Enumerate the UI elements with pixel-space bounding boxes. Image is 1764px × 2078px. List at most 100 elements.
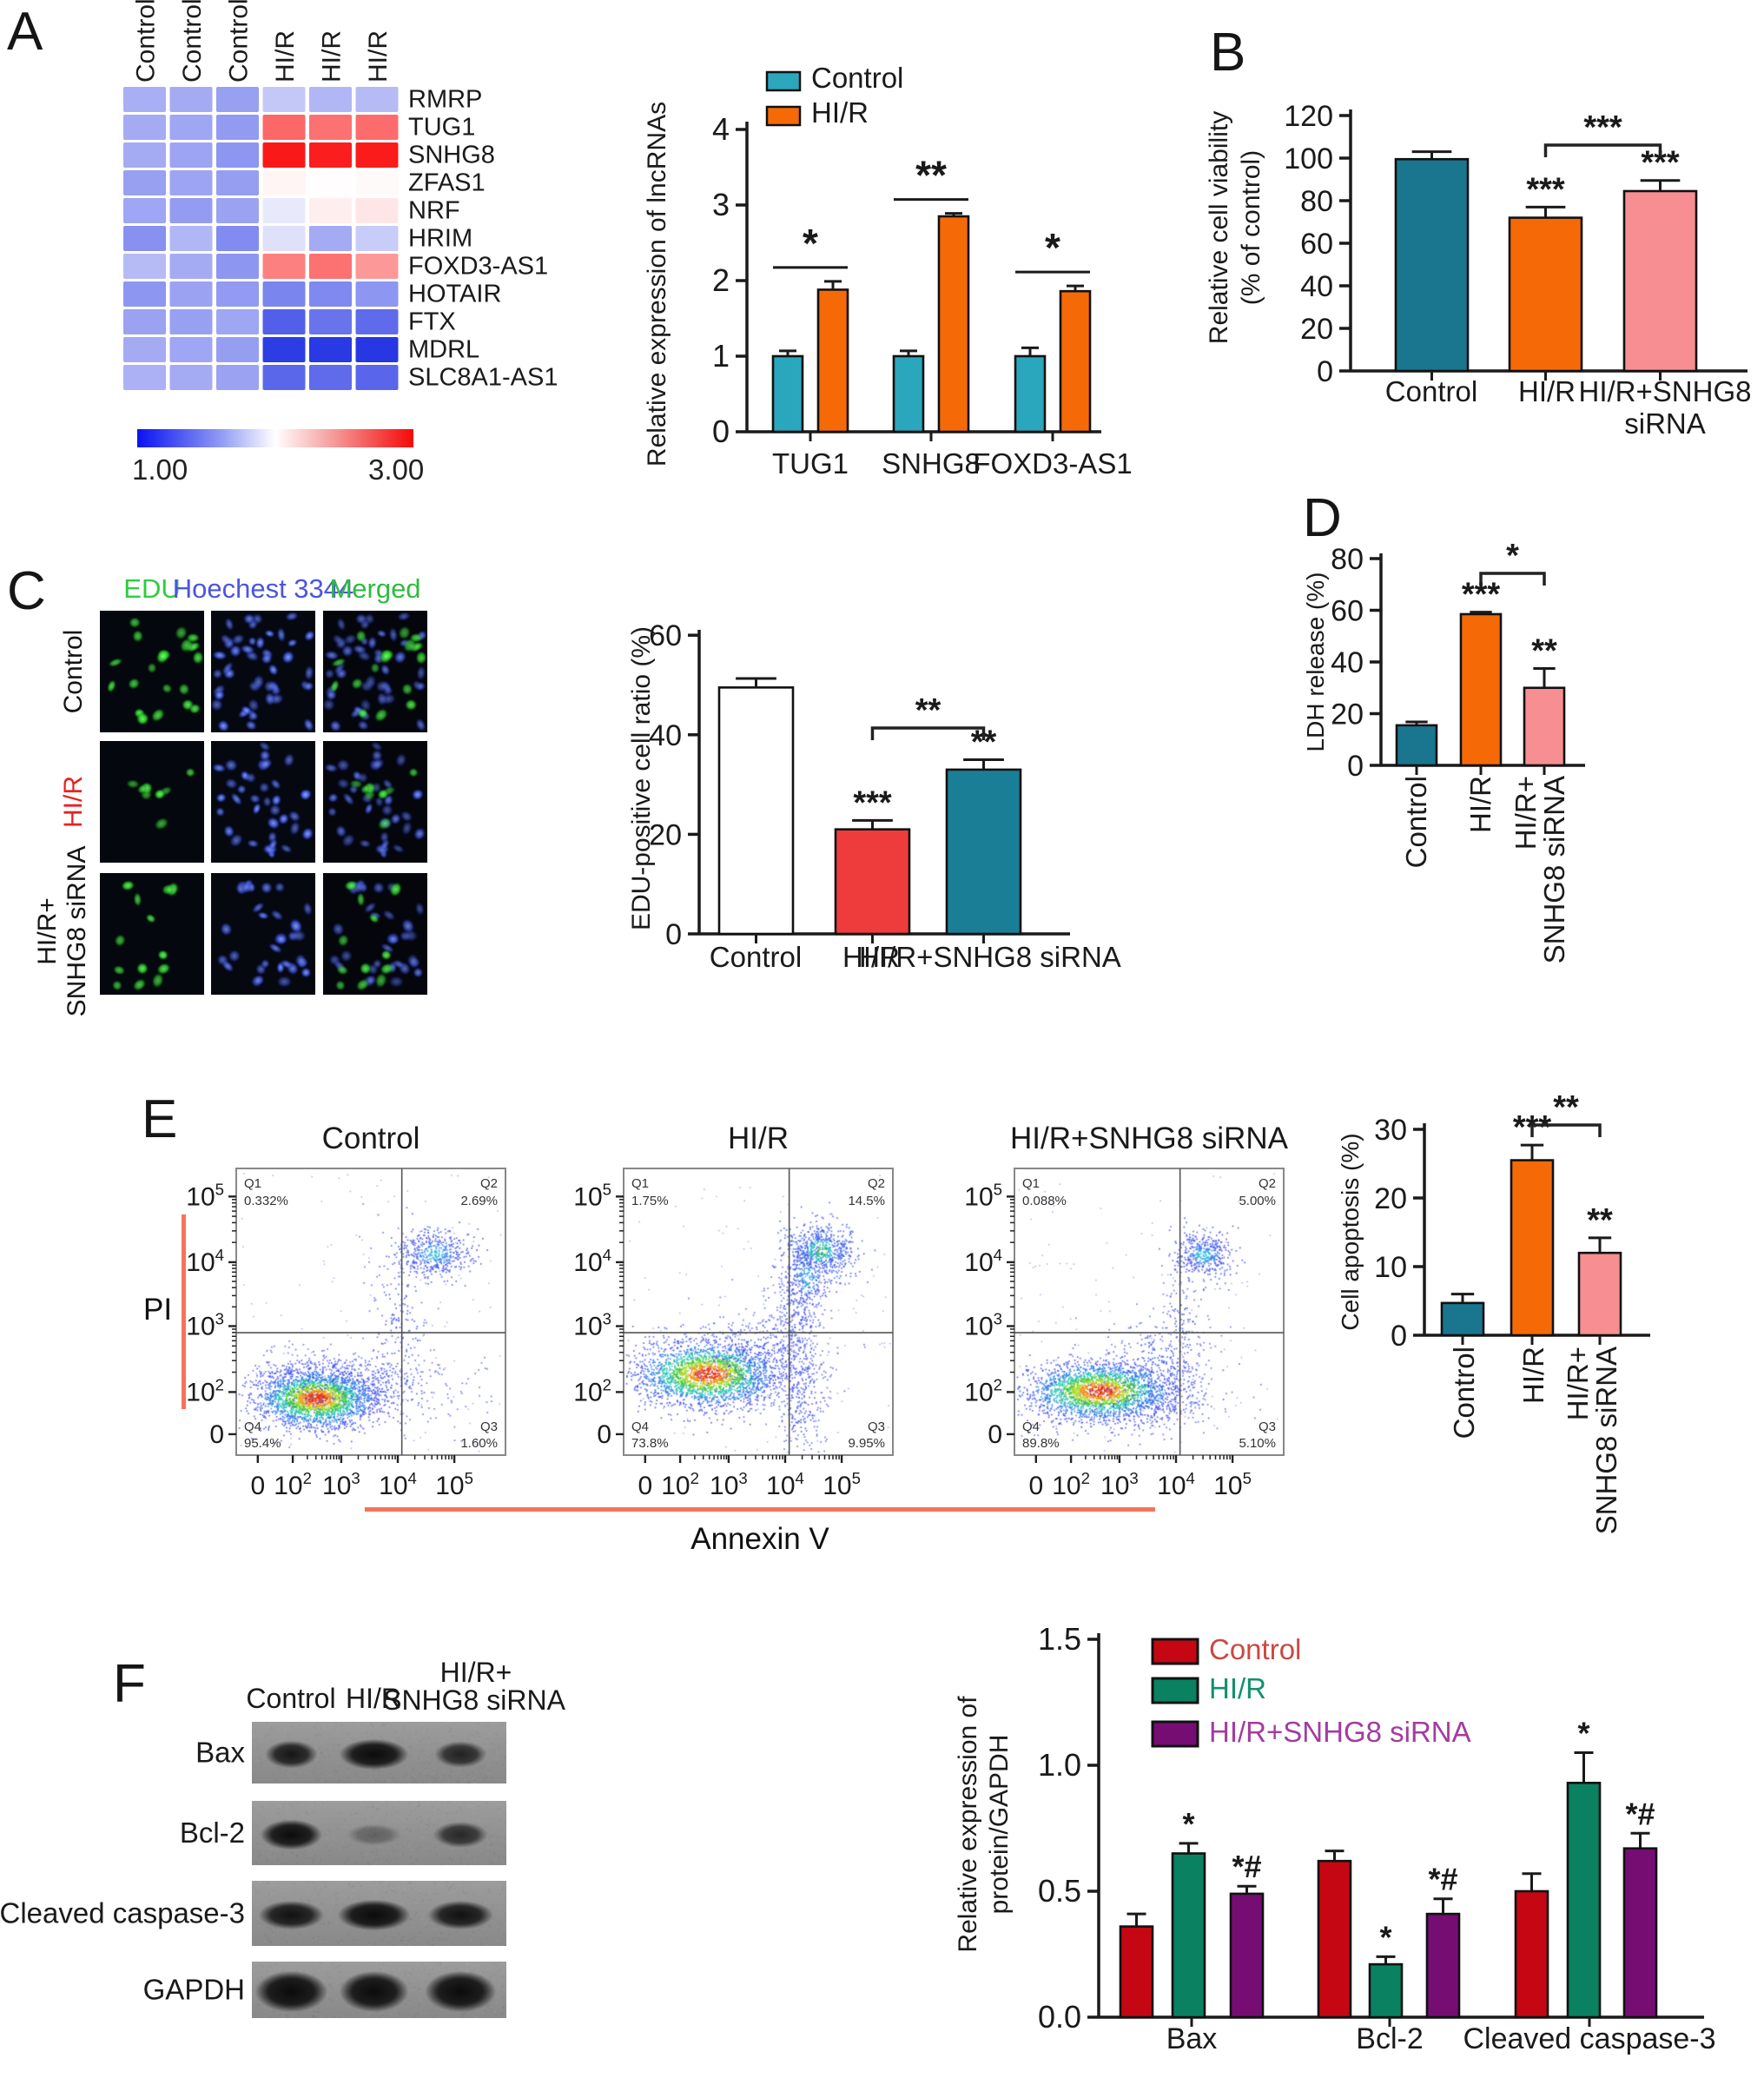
heatmap-cell: [262, 281, 306, 307]
panel-b-y-axis-label: (% of control): [1237, 150, 1265, 305]
x-category-label: Control: [1448, 1347, 1480, 1439]
flow-y-tick: 0: [988, 1420, 1002, 1449]
bar: [1059, 289, 1092, 433]
microscopy-edu-image: [100, 611, 204, 732]
legend-label: HI/R+SNHG8 siRNA: [1209, 1716, 1471, 1748]
heatmap-cell: [169, 198, 213, 223]
flow-x-tick: 0: [250, 1472, 265, 1500]
heatmap-cell: [262, 170, 306, 195]
bar: [1622, 1847, 1658, 2019]
flow-x-tick: 102: [274, 1469, 312, 1500]
legend-label: Control: [811, 62, 903, 94]
flow-y-tick: 104: [964, 1246, 1002, 1277]
western-blot-strip: [252, 1962, 506, 2018]
flow-x-tick: 103: [1100, 1469, 1139, 1500]
significance-marker: **: [1531, 632, 1557, 669]
y-tick-label: 4: [712, 111, 730, 147]
heatmap-row-label: FTX: [408, 308, 456, 336]
y-tick-label: 0: [712, 414, 730, 449]
colorbar-max-label: 3.00: [368, 453, 425, 486]
flow-y-tick: 105: [186, 1180, 224, 1211]
quadrant-label: Q2: [868, 1176, 885, 1191]
y-tick-label: 0.5: [1038, 1873, 1081, 1909]
bar: [1171, 1852, 1206, 2019]
quadrant-percent: 5.00%: [1239, 1194, 1276, 1208]
panel-a-y-axis-label: Relative expression of lncRNAs: [643, 102, 671, 467]
microscopy-edu-image: [100, 873, 204, 995]
heatmap-cell: [123, 226, 166, 251]
y-tick-label: 20: [649, 818, 682, 851]
blot-row-label: Bcl-2: [180, 1817, 245, 1849]
significance-marker: **: [915, 692, 941, 729]
flow-plot-frame: [235, 1168, 506, 1456]
heatmap-cell: [262, 365, 306, 390]
quadrant-label: Q3: [480, 1420, 498, 1434]
significance-marker: *: [1577, 1716, 1589, 1751]
heatmap-cell: [309, 281, 352, 307]
heatmap-cell: [169, 365, 213, 390]
heatmap-cell: [123, 115, 166, 140]
flow-x-tick: 105: [1213, 1469, 1252, 1500]
y-tick-label: 60: [1331, 595, 1364, 628]
flow-x-tick: 0: [1028, 1472, 1043, 1500]
quadrant-percent: 73.8%: [631, 1436, 669, 1451]
y-tick-label: 40: [1331, 646, 1364, 679]
blot-lane-header: HI/R: [346, 1683, 401, 1714]
heatmap-cell: [262, 115, 306, 140]
heatmap-row-label: SLC8A1-AS1: [408, 364, 558, 392]
quadrant-percent: 1.75%: [631, 1194, 669, 1208]
significance-bracket: [1543, 143, 1662, 157]
microscopy-col-header: Hoechest 3344: [173, 573, 354, 604]
heatmap-row-label: TUG1: [408, 114, 475, 142]
microscopy-edu-image: [100, 741, 204, 863]
x-category-label: Control: [710, 941, 802, 973]
flow-y-tick: 103: [964, 1310, 1002, 1341]
x-category-label: HI/R: [1517, 1347, 1549, 1404]
western-blot-strip: [252, 1881, 506, 1946]
x-category-label: Cleaved caspase-3: [1463, 2022, 1715, 2055]
x-category-label: SNHG8: [882, 447, 981, 480]
quadrant-label: Q1: [1022, 1176, 1040, 1191]
y-tick-label: 40: [1300, 270, 1333, 303]
flow-x-tick: 104: [1157, 1469, 1195, 1500]
flow-scatter-plot: [624, 1168, 893, 1455]
flow-y-tick: 104: [186, 1246, 224, 1277]
bar: [1577, 1251, 1622, 1337]
microscopy-hoechst-image: [211, 741, 315, 863]
x-category-label: HI/R: [1518, 375, 1576, 407]
annexin-axis-label: Annexin V: [690, 1522, 829, 1556]
panel-d-y-axis-label: LDH release (%): [1302, 572, 1329, 752]
flow-x-tick: 102: [661, 1469, 699, 1500]
blot-row-label: Cleaved caspase-3: [0, 1897, 245, 1929]
heatmap-cell: [123, 337, 166, 362]
significance-marker: *: [1045, 225, 1060, 270]
panel-f-y-axis-label: protein/GAPDH: [985, 1735, 1014, 1915]
heatmap-cell: [355, 115, 399, 140]
bar: [1425, 1912, 1461, 2019]
flow-scatter-plot: [236, 1168, 505, 1455]
heatmap-cell: [262, 142, 306, 168]
heatmap-cell: [123, 281, 166, 307]
bar: [834, 828, 911, 936]
x-category-label: siRNA: [1624, 407, 1706, 440]
blot-row-label: Bax: [195, 1737, 245, 1769]
quadrant-percent: 89.8%: [1022, 1436, 1060, 1451]
significance-marker: *: [1182, 1806, 1194, 1842]
x-category-label: Bax: [1166, 2022, 1218, 2055]
significance-marker: ***: [1583, 109, 1622, 146]
bar: [1395, 724, 1438, 767]
quadrant-label: Q3: [1259, 1420, 1276, 1434]
annexin-axis-line: [365, 1507, 1155, 1512]
bar: [1459, 612, 1503, 767]
y-tick-label: 80: [1300, 185, 1333, 218]
significance-marker: **: [1553, 1089, 1579, 1126]
flow-plot-title: HI/R: [728, 1122, 789, 1155]
quadrant-percent: 0.088%: [1022, 1194, 1067, 1208]
microscopy-merged-image: [323, 611, 427, 732]
x-category-label: HI/R+: [1562, 1347, 1594, 1420]
legend-label: HI/R: [1209, 1672, 1266, 1704]
significance-marker: *#: [1625, 1796, 1655, 1831]
y-tick-label: 1.5: [1038, 1621, 1081, 1657]
bar: [1229, 1892, 1265, 2019]
heatmap-cell: [309, 142, 352, 168]
